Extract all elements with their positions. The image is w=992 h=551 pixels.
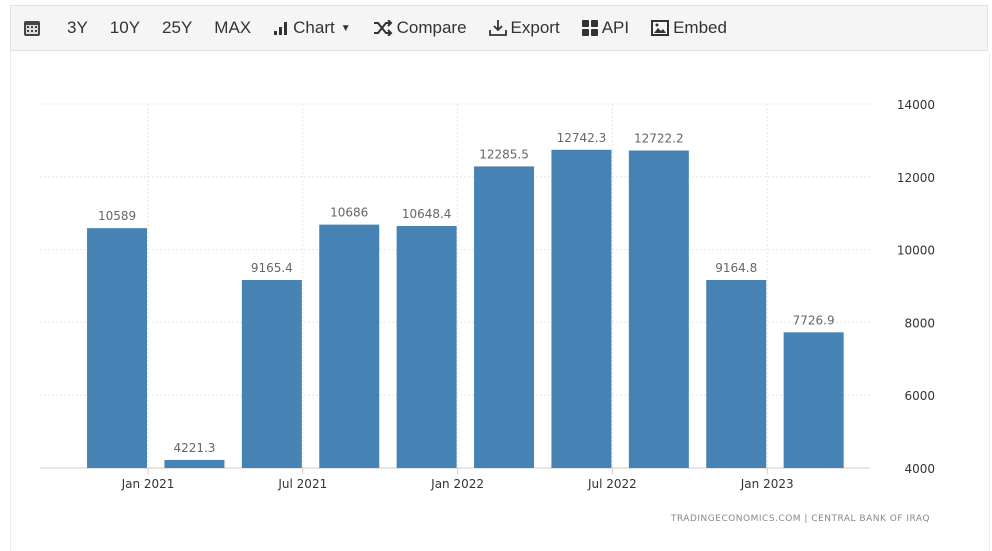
x-tick-label: Jan 2022 <box>430 477 484 491</box>
bar[interactable] <box>87 228 148 468</box>
x-tick-label: Jul 2021 <box>277 477 327 491</box>
range-3y-button[interactable]: 3Y <box>67 18 88 37</box>
chart-type-button[interactable]: Chart ▼ <box>273 18 351 38</box>
y-tick-label: 6000 <box>904 389 935 403</box>
image-icon <box>651 20 670 36</box>
source-label: TRADINGECONOMICS.COM | CENTRAL BANK OF I… <box>670 514 930 524</box>
calendar-button[interactable] <box>23 19 45 37</box>
range-max-button[interactable]: MAX <box>214 18 252 37</box>
bar-value-label: 12285.5 <box>479 147 529 161</box>
range-10y-button[interactable]: 10Y <box>109 18 141 37</box>
bar[interactable] <box>706 280 767 468</box>
chart-panel <box>10 51 990 551</box>
bar-value-label: 9165.4 <box>251 261 293 275</box>
y-tick-label: 12000 <box>897 171 935 185</box>
bar-value-label: 7726.9 <box>793 313 835 327</box>
bar[interactable] <box>474 166 535 468</box>
calendar-icon <box>24 21 40 36</box>
bar[interactable] <box>241 279 302 468</box>
bar-chart-icon <box>274 22 288 35</box>
bar-value-label: 9164.8 <box>715 261 757 275</box>
y-tick-label: 4000 <box>904 462 935 476</box>
bar[interactable] <box>164 459 225 468</box>
bar-value-label: 10686 <box>330 206 368 220</box>
bar-value-label: 12742.3 <box>557 131 607 145</box>
download-icon <box>488 20 507 36</box>
api-label: API <box>601 18 630 37</box>
caret-down-icon: ▼ <box>340 22 351 34</box>
bar-value-label: 10589 <box>98 209 136 223</box>
bar[interactable] <box>396 225 457 468</box>
grid-icon <box>581 20 598 36</box>
embed-button[interactable]: Embed <box>651 18 727 38</box>
bar-value-label: 10648.4 <box>402 207 452 221</box>
bar-value-label: 4221.3 <box>173 441 215 455</box>
api-button[interactable]: API <box>581 18 630 38</box>
x-tick-label: Jan 2021 <box>121 477 175 491</box>
bar[interactable] <box>783 332 844 468</box>
toolbar: 3Y 10Y 25Y MAX Chart ▼ Compare Export API… <box>10 5 988 51</box>
x-tick-label: Jul 2022 <box>587 477 637 491</box>
export-button[interactable]: Export <box>488 18 560 38</box>
y-tick-label: 10000 <box>897 244 935 258</box>
y-tick-label: 14000 <box>897 98 935 112</box>
x-tick-label: Jan 2023 <box>740 477 794 491</box>
bar[interactable] <box>319 224 380 468</box>
bar-value-label: 12722.2 <box>634 132 684 146</box>
export-label: Export <box>510 18 560 37</box>
embed-label: Embed <box>673 18 727 37</box>
compare-button[interactable]: Compare <box>373 18 467 38</box>
bar[interactable] <box>628 150 689 469</box>
range-25y-button[interactable]: 25Y <box>162 18 193 37</box>
chart-label: Chart <box>293 18 335 37</box>
y-tick-label: 8000 <box>904 316 935 330</box>
shuffle-icon <box>373 20 393 36</box>
bar[interactable] <box>551 149 612 468</box>
compare-label: Compare <box>396 18 467 37</box>
